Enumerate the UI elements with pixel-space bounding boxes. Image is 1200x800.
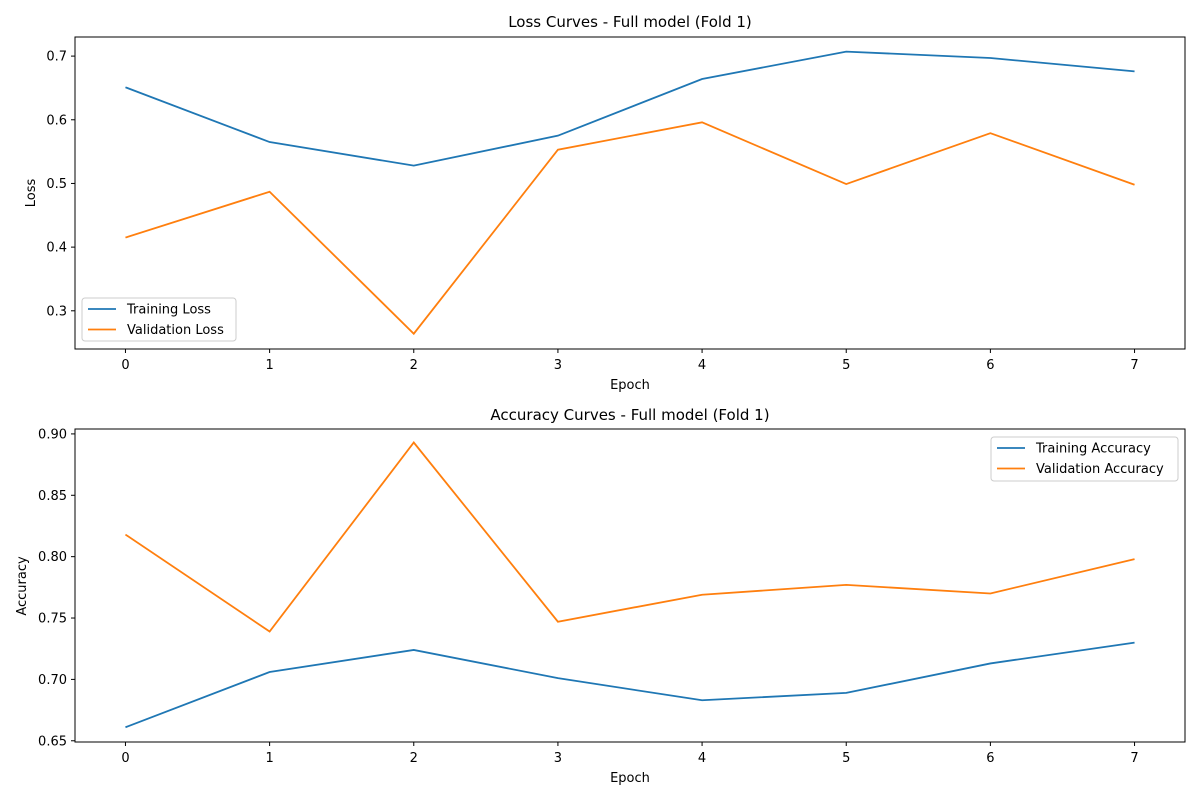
y-tick-label: 0.4 — [46, 241, 67, 256]
plot-frame — [75, 37, 1185, 349]
accuracy-panel: Accuracy Curves - Full model (Fold 1) Ep… — [15, 406, 1185, 786]
x-tick-label: 2 — [410, 358, 418, 373]
series-line-1 — [125, 443, 1134, 632]
y-tick-label: 0.3 — [46, 304, 67, 319]
x-tick-label: 0 — [121, 358, 129, 373]
x-axis-label: Epoch — [610, 378, 650, 393]
y-axis-label: Loss — [24, 179, 39, 208]
x-tick-label: 5 — [842, 751, 850, 766]
y-tick-label: 0.85 — [38, 489, 67, 504]
x-tick-label: 4 — [698, 751, 706, 766]
x-tick-label: 7 — [1130, 751, 1138, 766]
x-tick-label: 3 — [554, 358, 562, 373]
series-line-0 — [125, 643, 1134, 728]
x-tick-label: 4 — [698, 358, 706, 373]
x-tick-label: 7 — [1130, 358, 1138, 373]
x-tick-label: 0 — [121, 751, 129, 766]
x-tick-label: 1 — [265, 358, 273, 373]
y-tick-label: 0.7 — [46, 50, 67, 65]
x-tick-label: 6 — [986, 358, 994, 373]
legend-label: Validation Accuracy — [1036, 462, 1164, 477]
legend: Training Loss Validation Loss — [82, 298, 236, 341]
chart-title: Accuracy Curves - Full model (Fold 1) — [490, 406, 769, 424]
legend: Training Accuracy Validation Accuracy — [991, 437, 1178, 481]
legend-label: Training Loss — [126, 303, 211, 318]
x-tick-label: 2 — [410, 751, 418, 766]
x-tick-label: 1 — [265, 751, 273, 766]
y-tick-label: 0.70 — [38, 673, 67, 688]
y-tick-label: 0.65 — [38, 734, 67, 749]
y-tick-label: 0.80 — [38, 550, 67, 565]
legend-label: Validation Loss — [127, 323, 224, 338]
loss-panel: Loss Curves - Full model (Fold 1) Epoch … — [24, 13, 1185, 393]
x-tick-label: 5 — [842, 358, 850, 373]
y-tick-label: 0.75 — [38, 612, 67, 627]
y-tick-label: 0.5 — [46, 177, 67, 192]
y-tick-label: 0.6 — [46, 113, 67, 128]
legend-label: Training Accuracy — [1035, 442, 1151, 457]
y-axis-label: Accuracy — [15, 556, 30, 616]
y-tick-label: 0.90 — [38, 427, 67, 442]
x-tick-label: 6 — [986, 751, 994, 766]
x-axis-label: Epoch — [610, 771, 650, 786]
x-tick-label: 3 — [554, 751, 562, 766]
series-line-1 — [125, 122, 1134, 333]
series-line-0 — [125, 52, 1134, 166]
chart-title: Loss Curves - Full model (Fold 1) — [508, 13, 752, 31]
